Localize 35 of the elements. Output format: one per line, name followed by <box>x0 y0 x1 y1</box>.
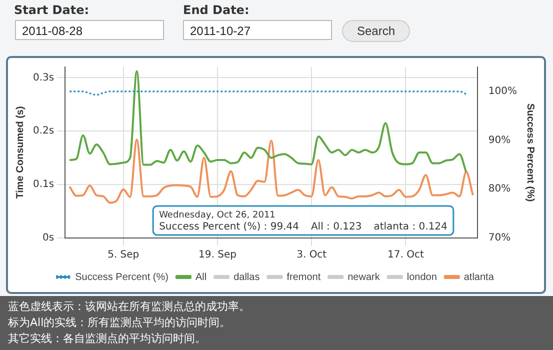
annotation: atlanta : 0.124 <box>374 222 448 233</box>
x-tick-label: 3. Oct <box>296 250 327 261</box>
text: 蓝色虚线表示：该网站在所有监测点总的成功率。 <box>8 299 251 315</box>
y2-axis-title: Success Percent (%) <box>524 103 536 202</box>
y2-tick-label: 70% <box>488 232 511 244</box>
y2-tick-label: 90% <box>488 134 511 146</box>
legend-label: newark <box>348 272 381 283</box>
y-tick-label: 0.1s <box>32 179 54 190</box>
y2-tick-label: 80% <box>488 184 511 195</box>
x-tick-label: 5. Sep <box>108 250 140 261</box>
search-button: Search <box>342 20 410 42</box>
legend-label: All <box>195 272 207 283</box>
start-date-field: 2011-08-28 <box>15 20 164 40</box>
x-tick-label: 17. Oct <box>388 250 424 261</box>
annotation: Success Percent (%) : 99.44 <box>159 222 299 233</box>
legend-label: fremont <box>286 272 321 283</box>
annotation: All : 0.123 <box>310 222 362 233</box>
legend-label: Success Percent (%) <box>75 272 168 283</box>
y2-tick-label: 100% <box>488 86 518 98</box>
line-series <box>68 138 474 204</box>
legend-label: dallas <box>234 272 260 283</box>
y-tick-label: 0s <box>42 232 54 244</box>
y-tick-label: 0.3s <box>32 72 54 84</box>
y-axis-title: Time Consumed (s) <box>14 106 26 199</box>
text: Start Date: <box>14 3 90 17</box>
line-series <box>68 70 468 174</box>
y-tick-label: 0.2s <box>32 126 54 137</box>
legend-label: atlanta <box>464 272 494 283</box>
x-tick-label: 19. Sep <box>198 250 236 261</box>
legend-label: london <box>406 272 437 283</box>
text: End Date: <box>183 3 250 17</box>
annotation: Wednesday, Oct 26, 2011 <box>159 210 276 220</box>
text: 其它实线：各自监测点的平均访问时间。 <box>8 331 207 347</box>
end-date-field: 2011-10-27 <box>183 20 332 40</box>
text: 标为All的实线：所有监测点平均的访问时间。 <box>8 315 232 331</box>
